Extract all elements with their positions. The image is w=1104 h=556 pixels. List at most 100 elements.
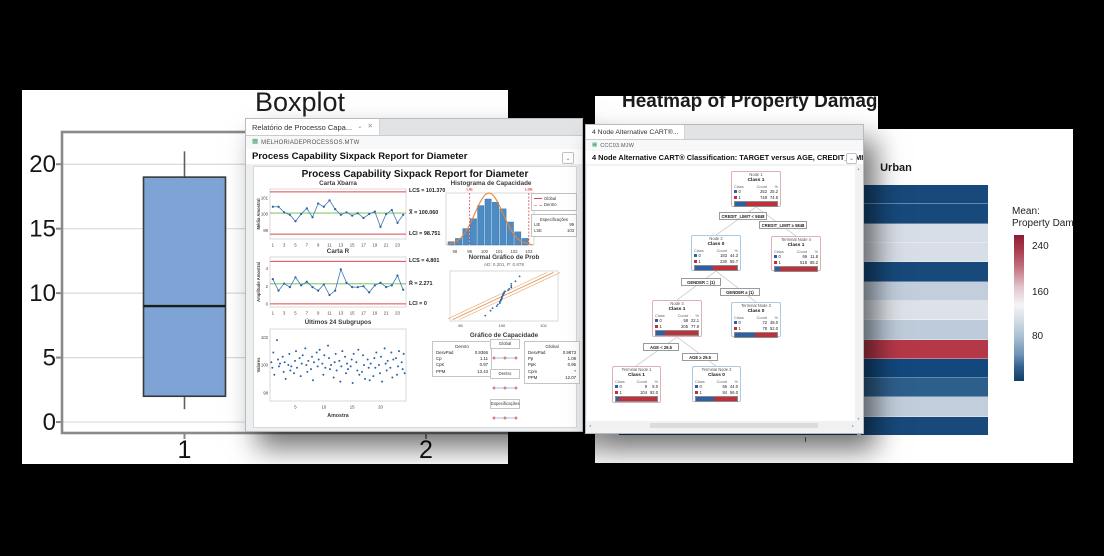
class-swatch bbox=[615, 390, 618, 394]
svg-text:19: 19 bbox=[372, 243, 377, 248]
histogram-title: Histograma de Capacidade bbox=[450, 180, 532, 187]
global-stats-box: Global DesvPad 0.9873 Pp 1.08 PpK 0.96 Cpm * PPM… bbox=[524, 341, 580, 384]
close-icon[interactable]: ✕ bbox=[367, 122, 373, 130]
svg-text:9: 9 bbox=[317, 243, 320, 248]
tree-node[interactable]: Node 3 Class 1 Class Count% 0 58 22.1 1 205 77.9 bbox=[652, 300, 702, 337]
svg-text:3: 3 bbox=[283, 243, 286, 248]
class-distribution-bar bbox=[734, 331, 778, 338]
heatmap-cell bbox=[861, 223, 988, 243]
tree-node[interactable]: Node 1 Class 1 Class Count% 0 252 25.2 1 748 74.8 bbox=[731, 171, 781, 207]
svg-text:11: 11 bbox=[327, 243, 332, 248]
stat-row: PPM 12.07 bbox=[528, 374, 576, 380]
class-swatch bbox=[734, 190, 737, 194]
split-condition: CREDIT_LIMIT < 5848 bbox=[719, 212, 767, 220]
r-chart-title: Carta R bbox=[326, 248, 350, 255]
chevron-down-icon[interactable]: ⌄ bbox=[357, 122, 363, 130]
svg-text:19: 19 bbox=[372, 311, 377, 316]
svg-text:Valores: Valores bbox=[256, 357, 261, 373]
interval-label: Dentro bbox=[490, 369, 520, 379]
worksheet-row[interactable]: ▦ MELHORIADEPROCESSOS.MTW bbox=[246, 136, 582, 149]
class-distribution-bar bbox=[615, 395, 658, 402]
heatmap-cell bbox=[861, 378, 988, 398]
tab-relatorio-processo[interactable]: Relatório de Processo Capa... ⌄ ✕ bbox=[246, 119, 380, 135]
svg-text:98: 98 bbox=[263, 390, 268, 395]
svg-text:7: 7 bbox=[306, 311, 309, 316]
horizontal-scrollbar[interactable]: ◂ ▸ bbox=[588, 422, 855, 429]
heatmap-legend-gradient bbox=[1014, 235, 1024, 381]
interval-plot bbox=[492, 356, 518, 360]
tree-node[interactable]: Terminal Node 1 Class 1 Class Count% 0 9 8.0 1 1… bbox=[612, 366, 661, 403]
normal-prob-plot: 98 100 102 bbox=[448, 270, 560, 328]
svg-text:20: 20 bbox=[29, 151, 56, 178]
stat-row: DesvPad 0.9873 bbox=[528, 350, 576, 355]
collapse-output-button[interactable]: ⌄ bbox=[846, 153, 857, 164]
svg-text:100: 100 bbox=[261, 212, 269, 217]
svg-text:98: 98 bbox=[458, 323, 463, 328]
tree-node[interactable]: Terminal Node 4 Class 1 Class Count% 0 69 11.8… bbox=[771, 236, 821, 272]
heatmap-title: Heatmap of Property Damage bbox=[622, 96, 889, 112]
output-heading: Process Capability Sixpack Report for Di… bbox=[246, 149, 582, 164]
dentro-line-swatch bbox=[534, 205, 542, 207]
svg-text:10: 10 bbox=[29, 280, 56, 307]
stat-row: Pp 1.08 bbox=[528, 356, 576, 362]
svg-text:0: 0 bbox=[266, 302, 269, 307]
svg-text:100: 100 bbox=[261, 363, 269, 368]
dentro-stats-box: Dentro DesvPad 0.9366 Cp 1.11 CpK 0.97 PPM 13.4… bbox=[432, 341, 492, 378]
heatmap-cell bbox=[861, 281, 988, 301]
class-swatch bbox=[774, 260, 777, 264]
svg-text:Amplitude Amostral: Amplitude Amostral bbox=[256, 262, 261, 302]
svg-text:100: 100 bbox=[499, 323, 506, 328]
tab-cart[interactable]: 4 Node Alternative CART®... bbox=[586, 125, 686, 139]
tree-node[interactable]: Terminal Node 2 Class 0 Class Count% 0 66 44.0… bbox=[692, 366, 741, 402]
scrollbar-thumb[interactable] bbox=[650, 423, 818, 428]
heatmap-cell bbox=[861, 416, 988, 436]
svg-text:98: 98 bbox=[452, 249, 457, 254]
class-swatch bbox=[774, 255, 777, 259]
capability-plot-title: Gráfico de Capacidade bbox=[469, 332, 539, 339]
xbar-lcl-label: LCI = 98.751 bbox=[409, 231, 441, 237]
tree-node[interactable]: Terminal Node 3 Class 0 Class Count% 0 72 48.0… bbox=[731, 302, 781, 338]
heatmap-cell bbox=[861, 185, 988, 205]
histogram-chart: LIE LSE 98 99 100 101 102 103 bbox=[445, 187, 535, 254]
scroll-down-icon[interactable]: ▾ bbox=[857, 416, 860, 421]
xbar-mean-label: X̿ = 100.060 bbox=[409, 210, 439, 216]
svg-text:17: 17 bbox=[361, 311, 366, 316]
scroll-left-icon[interactable]: ◂ bbox=[589, 423, 592, 429]
svg-text:11: 11 bbox=[327, 311, 332, 316]
background-notch bbox=[878, 0, 1104, 129]
collapse-output-button[interactable]: ⌄ bbox=[562, 152, 574, 164]
worksheet-row[interactable]: ▦ CCC03.MJW bbox=[586, 140, 863, 151]
heatmap-legend-title: Mean: bbox=[1012, 206, 1040, 217]
svg-text:LSE: LSE bbox=[525, 187, 533, 192]
svg-text:101: 101 bbox=[261, 196, 269, 201]
class-swatch bbox=[615, 385, 618, 389]
r-mean-label: R̄ = 2.271 bbox=[409, 281, 433, 287]
heatmap-cell bbox=[861, 339, 988, 359]
svg-text:99: 99 bbox=[467, 249, 472, 254]
stat-row: PPM 13.43 bbox=[436, 368, 488, 374]
heatmap-column bbox=[861, 185, 988, 436]
xbar-chart-title: Carta Xbarra bbox=[319, 180, 357, 187]
heatmap-cell bbox=[861, 262, 988, 282]
r-ucl-label: LCS = 4.801 bbox=[409, 258, 440, 264]
svg-text:15: 15 bbox=[29, 216, 56, 243]
interval-plot bbox=[492, 416, 518, 420]
svg-text:99: 99 bbox=[263, 228, 268, 233]
interval-label: Especificações bbox=[490, 399, 520, 409]
svg-text:21: 21 bbox=[384, 243, 389, 248]
stat-row: DesvPad 0.9366 bbox=[436, 350, 488, 355]
scroll-up-icon[interactable]: ▴ bbox=[857, 166, 860, 171]
tree-node[interactable]: Node 2 Class 0 Class Count% 0 183 44.3 1 230 55.7 bbox=[691, 235, 741, 271]
class-swatch bbox=[734, 195, 737, 199]
legend-dentro: Dentro bbox=[544, 202, 557, 208]
svg-text:15: 15 bbox=[350, 243, 355, 248]
legend-global: Global bbox=[544, 195, 557, 201]
normal-plot-subtitle: AD: 0.201, P: 0.878 bbox=[483, 262, 525, 267]
vertical-scrollbar[interactable]: ▴ ▾ bbox=[856, 166, 861, 421]
scroll-right-icon[interactable]: ▸ bbox=[851, 423, 854, 429]
class-swatch bbox=[695, 385, 698, 389]
capability-window: Relatório de Processo Capa... ⌄ ✕ ▦ MELH… bbox=[245, 118, 583, 432]
split-condition: AGE ≥ 29.5 bbox=[682, 353, 718, 361]
global-stats-title: Global bbox=[545, 343, 559, 349]
